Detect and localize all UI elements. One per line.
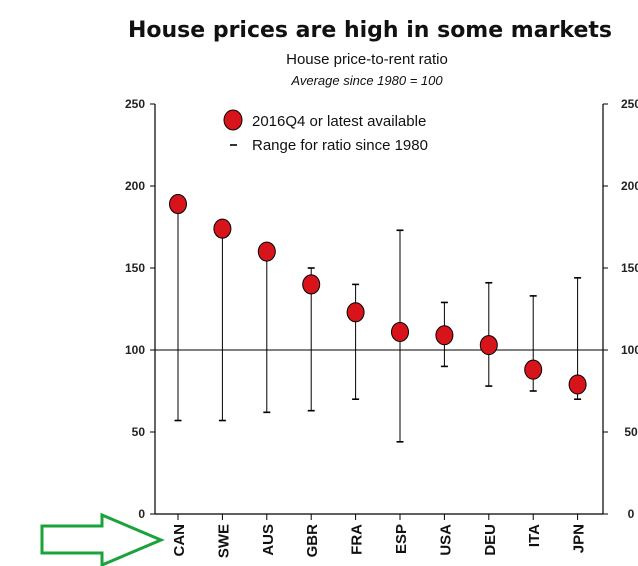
y-tick-label-right: 150 <box>621 261 638 275</box>
legend-marker-latest <box>223 109 243 131</box>
latest-point-deu <box>479 335 498 356</box>
x-tick-label-jpn: JPN <box>571 524 588 553</box>
x-tick-label-ita: ITA <box>526 524 543 547</box>
chart-note: Average since 1980 = 100 <box>291 73 443 88</box>
x-tick-label-fra: FRA <box>349 524 366 555</box>
x-axis: CAN SWE AUS GBR FRA ESP USA DEU ITA JPN <box>171 514 588 558</box>
chart-title: House prices are high in some markets <box>127 18 613 43</box>
y-tick-label-left: 150 <box>125 261 145 275</box>
x-tick-label-can: CAN <box>171 524 188 557</box>
chart-frame <box>154 104 604 515</box>
legend-label-range: Range for ratio since 1980 <box>252 137 428 154</box>
y-tick-label-left: 0 <box>138 507 145 521</box>
latest-point-jpn <box>568 374 587 395</box>
y-tick-label-left: 250 <box>125 97 145 111</box>
latest-point-fra <box>346 302 365 323</box>
y-axis-left: 0 50 100 150 200 250 <box>125 97 155 521</box>
y-tick-label-left: 200 <box>125 179 145 193</box>
y-axis-right: 0 50 100 150 200 250 <box>603 97 638 521</box>
y-tick-label-right: 250 <box>621 97 638 111</box>
latest-point-can <box>169 194 187 215</box>
latest-point-aus <box>257 241 276 262</box>
latest-series <box>169 194 587 395</box>
y-tick-label-left: 50 <box>132 425 146 439</box>
green-arrow-annotation <box>40 512 165 566</box>
latest-point-usa <box>435 325 454 346</box>
x-tick-label-gbr: GBR <box>304 524 321 558</box>
y-tick-label-right: 100 <box>621 343 638 357</box>
x-tick-label-usa: USA <box>437 524 454 556</box>
y-tick-label-right: 200 <box>621 179 638 193</box>
latest-point-ita <box>524 359 543 380</box>
x-tick-label-deu: DEU <box>482 524 499 556</box>
x-tick-label-esp: ESP <box>393 524 410 554</box>
green-arrow-icon <box>40 512 165 566</box>
y-tick-label-right: 50 <box>624 425 638 439</box>
x-tick-label-swe: SWE <box>215 524 232 558</box>
latest-point-esp <box>391 321 409 342</box>
latest-point-gbr <box>302 274 321 295</box>
chart-subtitle: House price-to-rent ratio <box>286 51 448 68</box>
latest-point-swe <box>213 218 232 239</box>
legend-label-latest: 2016Q4 or latest available <box>252 113 426 130</box>
range-series <box>174 204 582 443</box>
y-tick-label-right: 0 <box>628 507 635 521</box>
y-tick-label-left: 100 <box>125 343 145 357</box>
x-tick-label-aus: AUS <box>260 524 277 556</box>
legend: 2016Q4 or latest available Range for rat… <box>223 109 428 154</box>
